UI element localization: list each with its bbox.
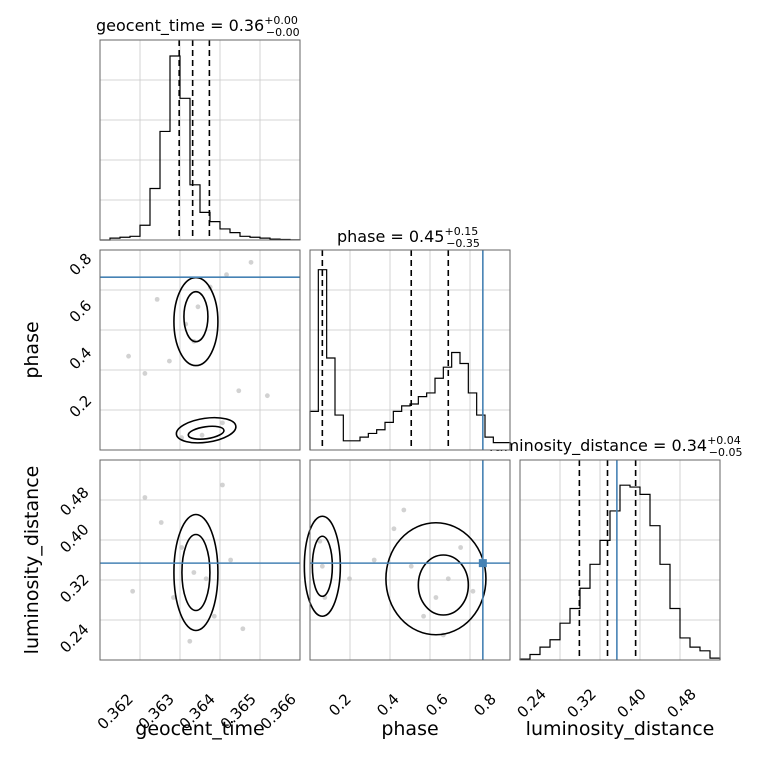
- title-phase: phase = 0.45+0.15 −0.35: [337, 225, 480, 250]
- scatter-phase-vs-geocent-time-point-10: [264, 393, 270, 399]
- hist-phase-histogram: [309, 269, 511, 450]
- xlabel-phase: phase: [381, 718, 438, 740]
- tick-phase-y-2: 0.6: [66, 297, 96, 327]
- s10-contour-4: [187, 425, 225, 440]
- s21-contour-1: [303, 515, 342, 618]
- tick-ld-y-1: 0.32: [56, 570, 92, 606]
- scatter-phase-vs-geocent-time-point-0: [195, 304, 201, 310]
- tick-geocent-time-0: 0.362: [94, 690, 137, 733]
- tick-ld-x-3: 0.48: [663, 685, 699, 721]
- scatter-ld-vs-geocent-time-point-2: [179, 545, 185, 550]
- scatter-ld-vs-geocent-time-point-1: [203, 576, 209, 582]
- scatter-ld-vs-geocent-time-point-4: [211, 613, 217, 619]
- tick-ld-y-3: 0.48: [56, 483, 92, 519]
- ylabel-phase: phase: [21, 321, 43, 378]
- scatter-phase-vs-geocent-time-point-7: [199, 432, 205, 438]
- s20-frame: [99, 459, 301, 661]
- scatter-ld-vs-geocent-time-point-7: [142, 495, 148, 500]
- s20-contour-1: [173, 513, 219, 632]
- injection-marker: [478, 559, 487, 568]
- scatter-ld-vs-phase-point-7: [421, 613, 426, 619]
- title-luminosity-distance: luminosity_distance = 0.34+0.04 −0.05: [489, 434, 743, 459]
- s21-frame: [309, 459, 511, 661]
- tick-ld-x-1: 0.32: [563, 685, 599, 721]
- scatter-ld-vs-phase-point-11: [347, 576, 352, 582]
- tick-ld-x-2: 0.40: [613, 685, 649, 721]
- scatter-ld-vs-phase-point-4: [433, 595, 439, 600]
- scatter-ld-vs-geocent-time-point-0: [191, 570, 197, 575]
- scatter-phase-vs-geocent-time-point-13: [248, 259, 254, 265]
- scatter-ld-vs-geocent-time-point-9: [187, 638, 193, 644]
- ylabel-luminosity-distance: luminosity_distance: [21, 466, 43, 655]
- scatter-ld-vs-phase-point-13: [401, 507, 407, 513]
- tick-phase-x-2: 0.6: [422, 690, 452, 720]
- hist1-frame: [309, 249, 511, 451]
- hist2-frame: [519, 459, 721, 661]
- hist1-bg: [310, 250, 510, 450]
- tick-phase-y-1: 0.4: [66, 344, 96, 374]
- s10-bg: [100, 250, 300, 450]
- scatter-phase-vs-geocent-time-point-8: [220, 420, 225, 426]
- scatter-ld-vs-geocent-time-point-5: [158, 520, 164, 525]
- tick-phase-y-3: 0.8: [66, 250, 96, 280]
- scatter-ld-vs-phase-point-5: [445, 576, 451, 582]
- s10-contour-2: [183, 290, 209, 343]
- s10-contour-3: [175, 416, 237, 444]
- s20-contour-2: [181, 533, 211, 612]
- scatter-ld-vs-geocent-time-point-6: [228, 557, 234, 563]
- tick-phase-y-0: 0.2: [66, 392, 96, 422]
- tick-phase-x-3: 0.8: [470, 690, 500, 720]
- tick-ld-x-0: 0.24: [513, 685, 549, 721]
- scatter-phase-vs-geocent-time-point-5: [154, 296, 160, 302]
- scatter-ld-vs-phase-point-0: [319, 563, 325, 569]
- s20-bg: [100, 460, 300, 660]
- scatter-ld-vs-geocent-time-point-10: [130, 588, 136, 594]
- tick-ld-y-2: 0.40: [56, 520, 92, 556]
- scatter-ld-vs-geocent-time-point-3: [171, 595, 176, 600]
- scatter-ld-vs-phase-point-2: [317, 538, 323, 544]
- tick-ld-y-0: 0.24: [56, 620, 92, 656]
- scatter-phase-vs-geocent-time-point-9: [236, 388, 242, 394]
- hist-geocent-time-histogram: [100, 55, 301, 241]
- scatter-phase-vs-geocent-time-point-11: [126, 353, 131, 359]
- scatter-phase-vs-geocent-time-point-6: [166, 358, 172, 364]
- scatter-ld-vs-phase-point-8: [458, 545, 464, 550]
- scatter-ld-vs-geocent-time-point-8: [240, 626, 246, 632]
- s10-frame: [99, 249, 301, 451]
- s21-contour-3: [385, 521, 487, 636]
- scatter-ld-vs-geocent-time-point-11: [220, 482, 225, 488]
- tick-geocent-time-4: 0.366: [257, 690, 300, 733]
- s21-contour-2: [311, 535, 334, 598]
- hist-luminosity-distance-histogram: [519, 484, 721, 660]
- scatter-phase-vs-geocent-time-point-12: [142, 371, 148, 376]
- hist0-frame: [99, 39, 301, 241]
- tick-phase-x-1: 0.4: [373, 690, 403, 720]
- scatter-ld-vs-phase-point-6: [391, 526, 397, 532]
- scatter-ld-vs-phase-point-10: [371, 557, 377, 563]
- tick-phase-x-0: 0.2: [325, 690, 355, 720]
- xlabel-luminosity-distance: luminosity_distance: [526, 718, 715, 740]
- xlabel-geocent-time: geocent_time: [135, 718, 264, 740]
- title-geocent-time: geocent_time = 0.36+0.00 −0.00: [96, 14, 300, 39]
- scatter-ld-vs-phase-point-3: [408, 563, 414, 569]
- scatter-phase-vs-geocent-time-point-4: [224, 272, 229, 278]
- s21-contour-4: [417, 554, 470, 616]
- scatter-ld-vs-phase-point-9: [470, 588, 476, 594]
